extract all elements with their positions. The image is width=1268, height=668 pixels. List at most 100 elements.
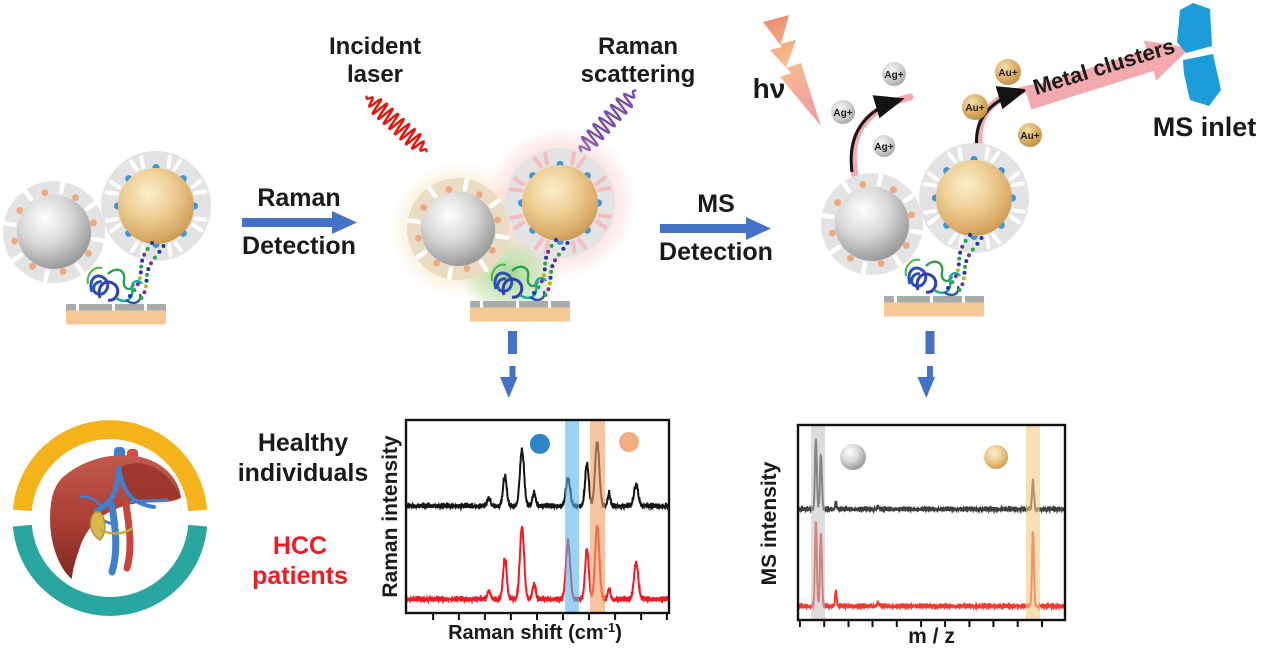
nanoprobe-assembly — [390, 127, 636, 322]
raman-scattering-label: Raman scattering — [580, 33, 696, 89]
ag-ion: Ag+ — [873, 135, 895, 157]
ring-teal-arc — [12, 524, 208, 616]
aptamer-bead — [152, 255, 157, 260]
down-arrow-ms — [917, 331, 935, 398]
ag-desorption-arrow-icon — [849, 95, 905, 173]
svg-text:Au+: Au+ — [965, 103, 984, 114]
capture-dot — [90, 219, 97, 227]
silver-nanoparticle — [421, 192, 495, 266]
raman-trace-0 — [405, 441, 670, 512]
healthy-individuals-label: Healthy individuals — [237, 429, 369, 487]
incident-laser-label: Incident laser — [328, 33, 421, 89]
lightning-icon — [763, 15, 821, 126]
capture-dot — [908, 211, 915, 219]
aptamer-bead — [968, 233, 972, 237]
liver-icon — [50, 447, 181, 579]
capture-dot — [11, 237, 18, 245]
antibody-icon — [922, 171, 940, 188]
antibody-icon — [167, 240, 184, 258]
down-arrow-raman — [500, 331, 518, 398]
capture-dot — [847, 254, 854, 262]
raman-detection-label-bottom: Detection — [242, 232, 356, 260]
raman-y-axis-label: Raman intensity — [379, 435, 402, 598]
gold-sphere-marker — [984, 445, 1009, 469]
aptamer-bead — [135, 282, 140, 287]
aptamer-bead — [145, 272, 149, 277]
aptamer-bead — [957, 288, 962, 292]
aptamer-bead — [543, 293, 548, 297]
aptamer-bead — [963, 238, 968, 243]
capture-dot — [829, 229, 836, 237]
biomarker-protein — [86, 266, 143, 305]
aptamer-bead — [553, 258, 557, 263]
svg-text:Au+: Au+ — [998, 68, 1017, 79]
capture-dot — [72, 194, 79, 202]
aptamer-bead — [960, 244, 965, 249]
antibody-icon — [922, 209, 940, 226]
aptamer-bead — [139, 264, 144, 269]
substrate — [66, 304, 166, 325]
capture-dot — [16, 207, 24, 214]
antibody-icon — [104, 217, 122, 234]
aptamer-bead — [128, 294, 132, 298]
aptamer-bead — [149, 261, 153, 266]
orange-dot-marker — [619, 432, 639, 452]
aptamer-bead — [548, 275, 553, 280]
ms-trace-0 — [797, 438, 1066, 515]
ms-chart — [796, 423, 1067, 627]
aptamer-bead — [953, 274, 958, 279]
aptamer-bead — [142, 290, 147, 295]
aptamer-bead — [979, 236, 984, 240]
antibody-icon — [594, 175, 612, 192]
biomarker-protein — [904, 258, 961, 297]
aptamer-bead — [958, 250, 963, 255]
antibody-icon — [532, 151, 549, 169]
antibody-icon — [190, 216, 208, 233]
ms-inlet-icon — [1177, 3, 1221, 106]
aptamer-bead — [556, 252, 561, 257]
silver-nanoparticle — [835, 187, 909, 261]
antibody-icon — [570, 151, 587, 169]
aptamer-bead — [962, 270, 967, 275]
capture-dot — [84, 250, 92, 257]
antibody-icon — [508, 176, 526, 193]
capture-dot — [445, 186, 453, 193]
nanoprobe-assembly — [820, 143, 1029, 317]
aptamer-bead — [950, 280, 955, 285]
aptamer-bead — [144, 278, 149, 283]
antibody-icon — [946, 146, 963, 164]
capture-dot — [463, 265, 471, 272]
aptamer-bead — [955, 268, 960, 273]
ring-yellow-arc — [12, 420, 208, 512]
substrate — [884, 296, 984, 317]
aptamer-bead — [960, 282, 965, 287]
capture-dot — [420, 204, 428, 211]
raman-x-axis-label: Raman shift (cm-1) — [448, 620, 622, 644]
aptamer-bead — [543, 261, 548, 266]
aptamer-bead — [963, 264, 967, 269]
aptamer-bead — [143, 284, 148, 289]
capture-dot — [902, 242, 910, 249]
ms-detection-label-top: MS — [697, 190, 735, 218]
capture-dot — [890, 186, 897, 194]
aptamer-bead — [138, 270, 143, 275]
metal-clusters-arrow — [1024, 40, 1191, 110]
capture-dot — [29, 262, 36, 270]
antibody-icon — [1008, 170, 1026, 187]
ms-y-axis-label: MS intensity — [758, 461, 781, 586]
antibody-icon — [508, 214, 526, 231]
silver-nanoparticle — [17, 195, 91, 269]
aptamer-bead — [967, 253, 971, 258]
aptamer-bead — [157, 249, 162, 254]
aptamer-bead — [532, 291, 536, 295]
liver-ring-icon — [12, 420, 208, 616]
aptamer-bead — [142, 252, 147, 257]
raman-trace-1 — [405, 523, 670, 605]
aptamer-bead — [970, 247, 975, 252]
aptamer-bead — [132, 288, 137, 293]
aptamer-bead — [956, 262, 961, 267]
svg-text:Ag+: Ag+ — [833, 108, 852, 119]
antibody-icon — [571, 237, 588, 255]
